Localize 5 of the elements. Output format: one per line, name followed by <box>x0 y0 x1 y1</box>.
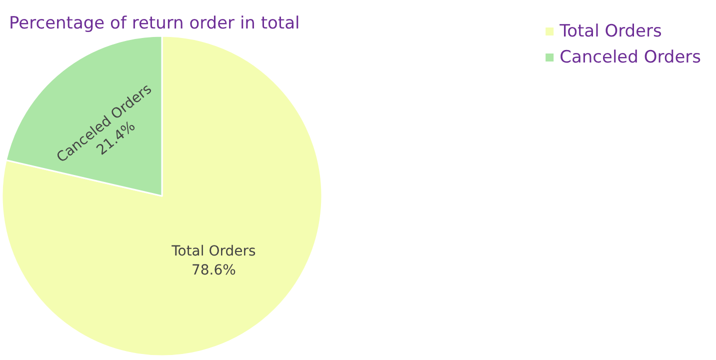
legend-label: Total Orders <box>558 22 662 42</box>
chart-title: Percentage of return order in total <box>9 14 300 34</box>
data-label: 78.6% <box>191 262 236 278</box>
legend-label: Canceled Orders <box>560 48 702 68</box>
slice-label: Total Orders <box>170 243 256 260</box>
